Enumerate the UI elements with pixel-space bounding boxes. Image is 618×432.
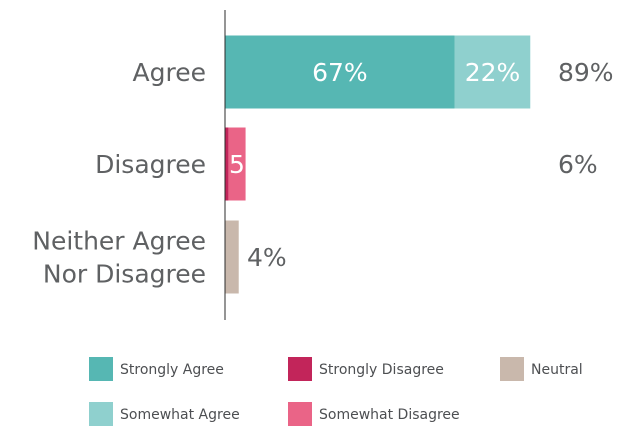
category-label: Disagree [95, 150, 206, 179]
data-label: 22% [465, 58, 521, 87]
bar-segment-somewhat-disagree [228, 127, 246, 201]
legend-swatch [288, 357, 312, 381]
legend-swatch [89, 357, 113, 381]
data-label: 5 [229, 150, 245, 179]
total-label: 89% [558, 58, 614, 87]
category-label: Neither Agree [32, 227, 206, 256]
legend-label: Neutral [531, 362, 583, 378]
legend-label: Strongly Agree [120, 362, 224, 378]
category-label: Nor Disagree [43, 260, 206, 289]
legend-swatch [288, 402, 312, 426]
bar-segment-neutral [225, 220, 239, 294]
category-label: Agree [133, 58, 206, 87]
bar-segment-strongly-agree [225, 35, 455, 109]
total-label: 6% [558, 150, 598, 179]
legend-swatch [89, 402, 113, 426]
legend-swatch [500, 357, 524, 381]
legend-label: Somewhat Disagree [319, 407, 460, 423]
data-label: 67% [312, 58, 368, 87]
total-label: 4% [247, 243, 287, 272]
legend-label: Somewhat Agree [120, 407, 240, 423]
legend-label: Strongly Disagree [319, 362, 444, 378]
bar-segment-somewhat-agree [454, 35, 531, 109]
bar-segment-strongly-disagree [225, 127, 229, 201]
